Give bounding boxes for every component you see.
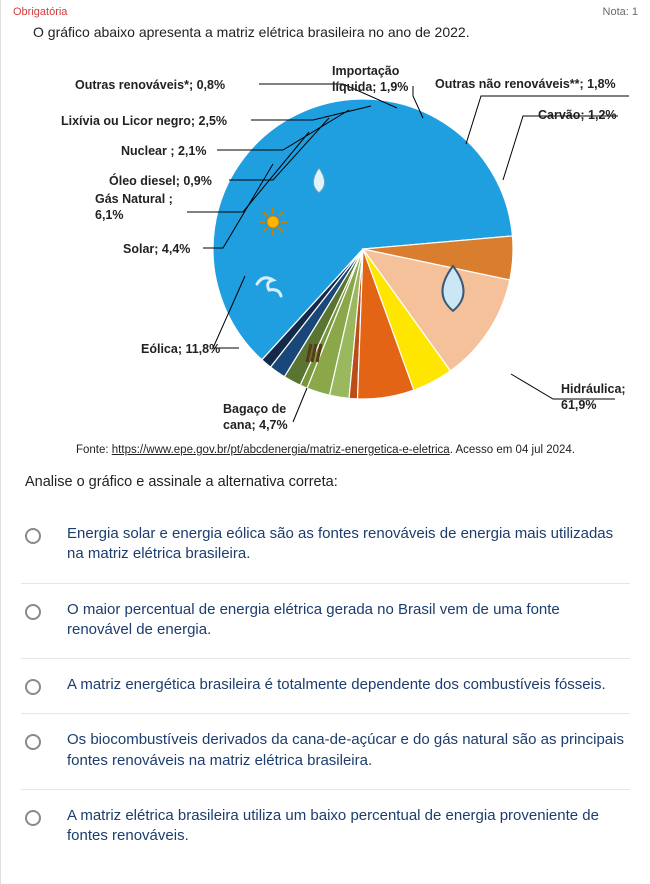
slice-label: Lixívia ou Licor negro; 2,5%	[61, 114, 227, 130]
question-page: Obrigatória Nota: 1 O gráfico abaixo apr…	[0, 0, 650, 884]
pie-chart: Hidráulica;61,9% Carvão; 1,2% Outras não r…	[13, 44, 639, 434]
radio-1[interactable]	[25, 528, 41, 544]
option-5[interactable]: A matriz elétrica brasileira utiliza um …	[21, 790, 630, 865]
cane-icon	[307, 344, 321, 362]
leader-line	[293, 388, 307, 422]
option-text-4: Os biocombustíveis derivados da cana-de-…	[67, 730, 626, 771]
header-row: Obrigatória Nota: 1	[13, 6, 638, 18]
question-prompt: Analise o gráfico e assinale a alternati…	[25, 474, 638, 490]
pie-svg	[13, 44, 639, 434]
option-text-5: A matriz elétrica brasileira utiliza um …	[67, 806, 626, 847]
source-citation: Fonte: https://www.epe.gov.br/pt/abcdene…	[13, 444, 638, 456]
option-text-1: Energia solar e energia eólica são as fo…	[67, 524, 626, 565]
slice-label: Outras renováveis*; 0,8%	[75, 78, 225, 94]
option-2[interactable]: O maior percentual de energia elétrica g…	[21, 584, 630, 660]
source-suffix: . Acesso em 04 jul 2024.	[450, 444, 575, 456]
slice-label: Nuclear ; 2,1%	[121, 144, 206, 160]
required-label: Obrigatória	[13, 6, 67, 18]
slice-label: Carvão; 1,2%	[538, 108, 617, 124]
slice-label: Eólica; 11,8%	[141, 342, 220, 358]
score-label: Nota: 1	[603, 6, 638, 18]
option-text-3: A matriz energética brasileira é totalme…	[67, 675, 606, 695]
slice-label: Óleo diesel; 0,9%	[109, 174, 212, 190]
leader-line	[503, 116, 618, 180]
option-1[interactable]: Energia solar e energia eólica são as fo…	[21, 508, 630, 584]
slice-label: Outras não renováveis**; 1,8%	[435, 77, 616, 93]
radio-2[interactable]	[25, 604, 41, 620]
radio-3[interactable]	[25, 679, 41, 695]
slice-label: Hidráulica;61,9%	[561, 382, 626, 413]
radio-4[interactable]	[25, 734, 41, 750]
sun-icon	[259, 208, 287, 236]
radio-5[interactable]	[25, 810, 41, 826]
slice-label: Bagaço decana; 4,7%	[223, 402, 288, 433]
slice-label: Importaçãolíquida; 1,9%	[332, 64, 408, 95]
option-text-2: O maior percentual de energia elétrica g…	[67, 600, 626, 641]
options-list: Energia solar e energia eólica são as fo…	[21, 508, 630, 864]
option-4[interactable]: Os biocombustíveis derivados da cana-de-…	[21, 714, 630, 790]
slice-label: Solar; 4,4%	[123, 242, 190, 258]
slice-label: Gás Natural ;6,1%	[95, 192, 173, 223]
source-prefix: Fonte:	[76, 444, 112, 456]
source-link[interactable]: https://www.epe.gov.br/pt/abcdenergia/ma…	[112, 444, 450, 456]
question-intro: O gráfico abaixo apresenta a matriz elét…	[33, 24, 638, 40]
option-3[interactable]: A matriz energética brasileira é totalme…	[21, 659, 630, 714]
